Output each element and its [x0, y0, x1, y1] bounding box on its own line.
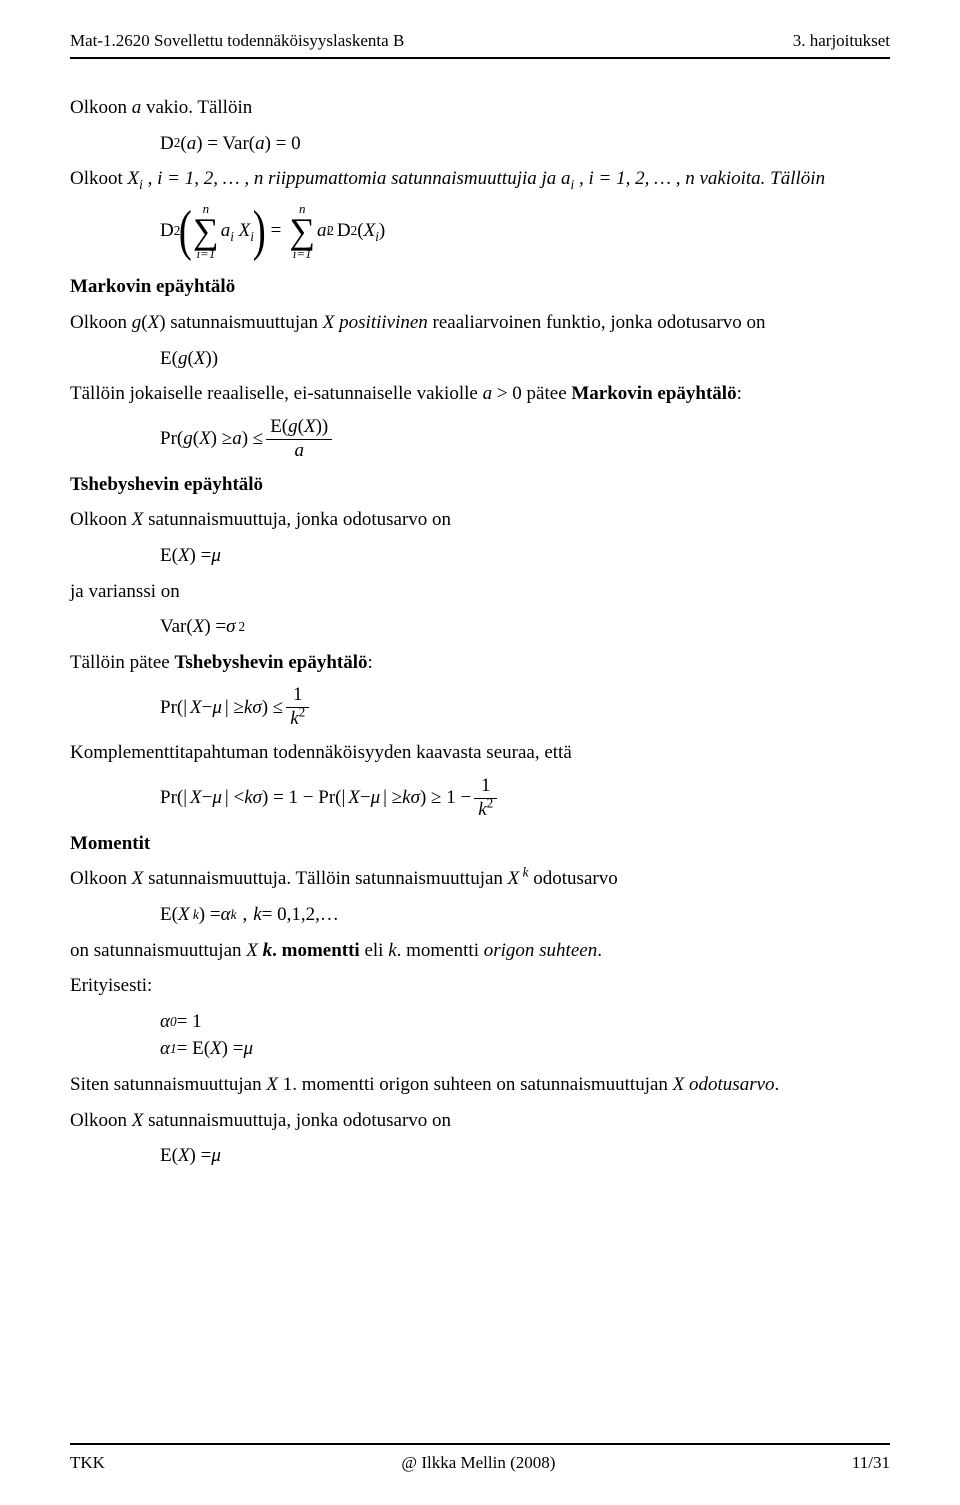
eq-alpha1: α1 = E(X) = μ [160, 1036, 890, 1062]
eq-varx: Var(X) = σ2 [160, 614, 890, 640]
heading-moments: Momentit [70, 831, 890, 857]
header-rule [70, 57, 890, 59]
p7c: : [368, 652, 373, 673]
eq-var-sum: D2 ( n ∑ i=1 ai Xi ) = n ∑ i=1 ai2 D2(Xi… [160, 202, 890, 260]
eq-var-const: D2(a) = Var(a) = 0 [160, 131, 890, 157]
footer-bar: TKK @ Ilkka Mellin (2008) 11/31 [70, 1452, 890, 1475]
eq-moment-def: E(X k) = αk,k = 0,1,2,… [160, 902, 890, 928]
para-9: Olkoon X satunnaismuuttuja. Tällöin satu… [70, 866, 890, 892]
para-1: Olkoon a vakio. Tällöin [70, 95, 890, 121]
para-7: Tällöin pätee Tshebyshevin epäyhtälö: [70, 650, 890, 676]
eq-ex-mu-2: E(X) = μ [160, 1143, 890, 1169]
header-right: 3. harjoitukset [793, 30, 890, 53]
para-6: ja varianssi on [70, 579, 890, 605]
para-4: Tällöin jokaiselle reaaliselle, ei-satun… [70, 381, 890, 407]
footer-left: TKK [70, 1452, 105, 1475]
eq-tshebyshev-compl: Pr(|X − μ| < kσ) = 1 − Pr(|X − μ| ≥ kσ) … [160, 776, 890, 821]
para-2: Olkoot Xi , i = 1, 2, … , n riippumattom… [70, 166, 890, 192]
p4c: : [737, 383, 742, 404]
footer-center: @ Ilkka Mellin (2008) [401, 1452, 555, 1475]
para-12: Siten satunnaismuuttujan X 1. momentti o… [70, 1072, 890, 1098]
eq-alpha0: α0 = 1 [160, 1009, 890, 1035]
p3c: reaaliarvoinen funktio, jonka odotusarvo… [428, 312, 766, 333]
p4a: Tällöin jokaiselle reaaliselle, ei-satun… [70, 383, 571, 404]
eq-tshebyshev: Pr(|X − μ| ≥ kσ) ≤ 1 k2 [160, 685, 890, 730]
p2c: , i = 1, 2, … , n vakioita. Tällöin [574, 168, 825, 189]
footer-right: 11/31 [852, 1452, 890, 1475]
page: Mat-1.2620 Sovellettu todennäköisyyslask… [0, 0, 960, 1505]
eq-ex-mu: E(X) = μ [160, 543, 890, 569]
header-left: Mat-1.2620 Sovellettu todennäköisyyslask… [70, 30, 404, 53]
p7b: Tshebyshevin epäyhtälö [174, 652, 367, 673]
eq-markov: Pr(g(X) ≥ a) ≤ E(g(X)) a [160, 417, 890, 462]
heading-markov: Markovin epäyhtälö [70, 274, 890, 300]
para-10: on satunnaismuuttujan X k. momentti eli … [70, 938, 890, 964]
footer-rule [70, 1443, 890, 1445]
p3b: positiivinen [339, 312, 428, 333]
para-5: Olkoon X satunnaismuuttuja, jonka odotus… [70, 507, 890, 533]
p4b: Markovin epäyhtälö [571, 383, 736, 404]
heading-tshebyshev: Tshebyshevin epäyhtälö [70, 472, 890, 498]
p2a: Olkoot [70, 168, 128, 189]
header-bar: Mat-1.2620 Sovellettu todennäköisyyslask… [70, 30, 890, 53]
p7a: Tällöin pätee [70, 652, 174, 673]
para-11: Erityisesti: [70, 973, 890, 999]
para-3: Olkoon g(X) satunnaismuuttujan X positii… [70, 310, 890, 336]
para-8: Komplementtitapahtuman todennäköisyyden … [70, 740, 890, 766]
p2b: , i = 1, 2, … , n riippumattomia satunna… [143, 168, 561, 189]
para-13: Olkoon X satunnaismuuttuja, jonka odotus… [70, 1108, 890, 1134]
eq-egx: E(g(X)) [160, 346, 890, 372]
